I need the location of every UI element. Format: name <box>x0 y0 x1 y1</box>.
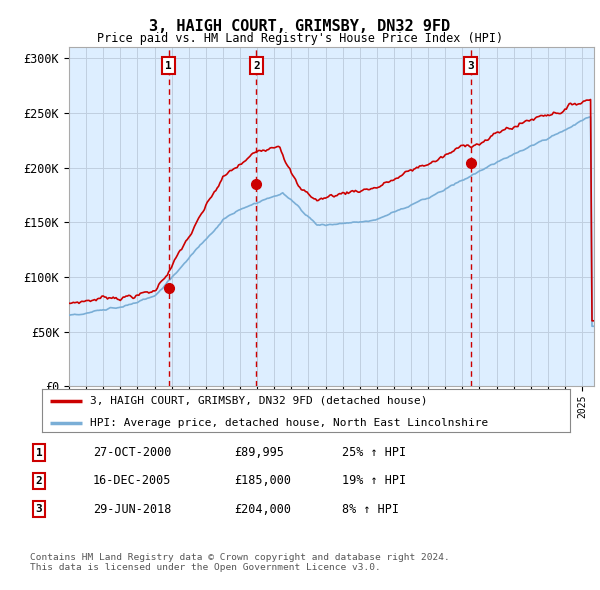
Text: Price paid vs. HM Land Registry's House Price Index (HPI): Price paid vs. HM Land Registry's House … <box>97 32 503 45</box>
Text: 27-OCT-2000: 27-OCT-2000 <box>93 446 172 459</box>
Text: 2: 2 <box>253 61 260 71</box>
Text: 19% ↑ HPI: 19% ↑ HPI <box>342 474 406 487</box>
Text: HPI: Average price, detached house, North East Lincolnshire: HPI: Average price, detached house, Nort… <box>89 418 488 428</box>
Text: 25% ↑ HPI: 25% ↑ HPI <box>342 446 406 459</box>
Text: 1: 1 <box>165 61 172 71</box>
Text: £185,000: £185,000 <box>234 474 291 487</box>
Bar <box>69 47 594 386</box>
Text: 8% ↑ HPI: 8% ↑ HPI <box>342 503 399 516</box>
Text: 3, HAIGH COURT, GRIMSBY, DN32 9FD (detached house): 3, HAIGH COURT, GRIMSBY, DN32 9FD (detac… <box>89 396 427 406</box>
Text: 3: 3 <box>467 61 474 71</box>
Text: 1: 1 <box>35 448 43 457</box>
Text: £204,000: £204,000 <box>234 503 291 516</box>
Text: 3: 3 <box>35 504 43 514</box>
Text: This data is licensed under the Open Government Licence v3.0.: This data is licensed under the Open Gov… <box>30 563 381 572</box>
Text: £89,995: £89,995 <box>234 446 284 459</box>
Text: 16-DEC-2005: 16-DEC-2005 <box>93 474 172 487</box>
Text: 2: 2 <box>35 476 43 486</box>
Text: 29-JUN-2018: 29-JUN-2018 <box>93 503 172 516</box>
Text: 3, HAIGH COURT, GRIMSBY, DN32 9FD: 3, HAIGH COURT, GRIMSBY, DN32 9FD <box>149 19 451 34</box>
Text: Contains HM Land Registry data © Crown copyright and database right 2024.: Contains HM Land Registry data © Crown c… <box>30 553 450 562</box>
